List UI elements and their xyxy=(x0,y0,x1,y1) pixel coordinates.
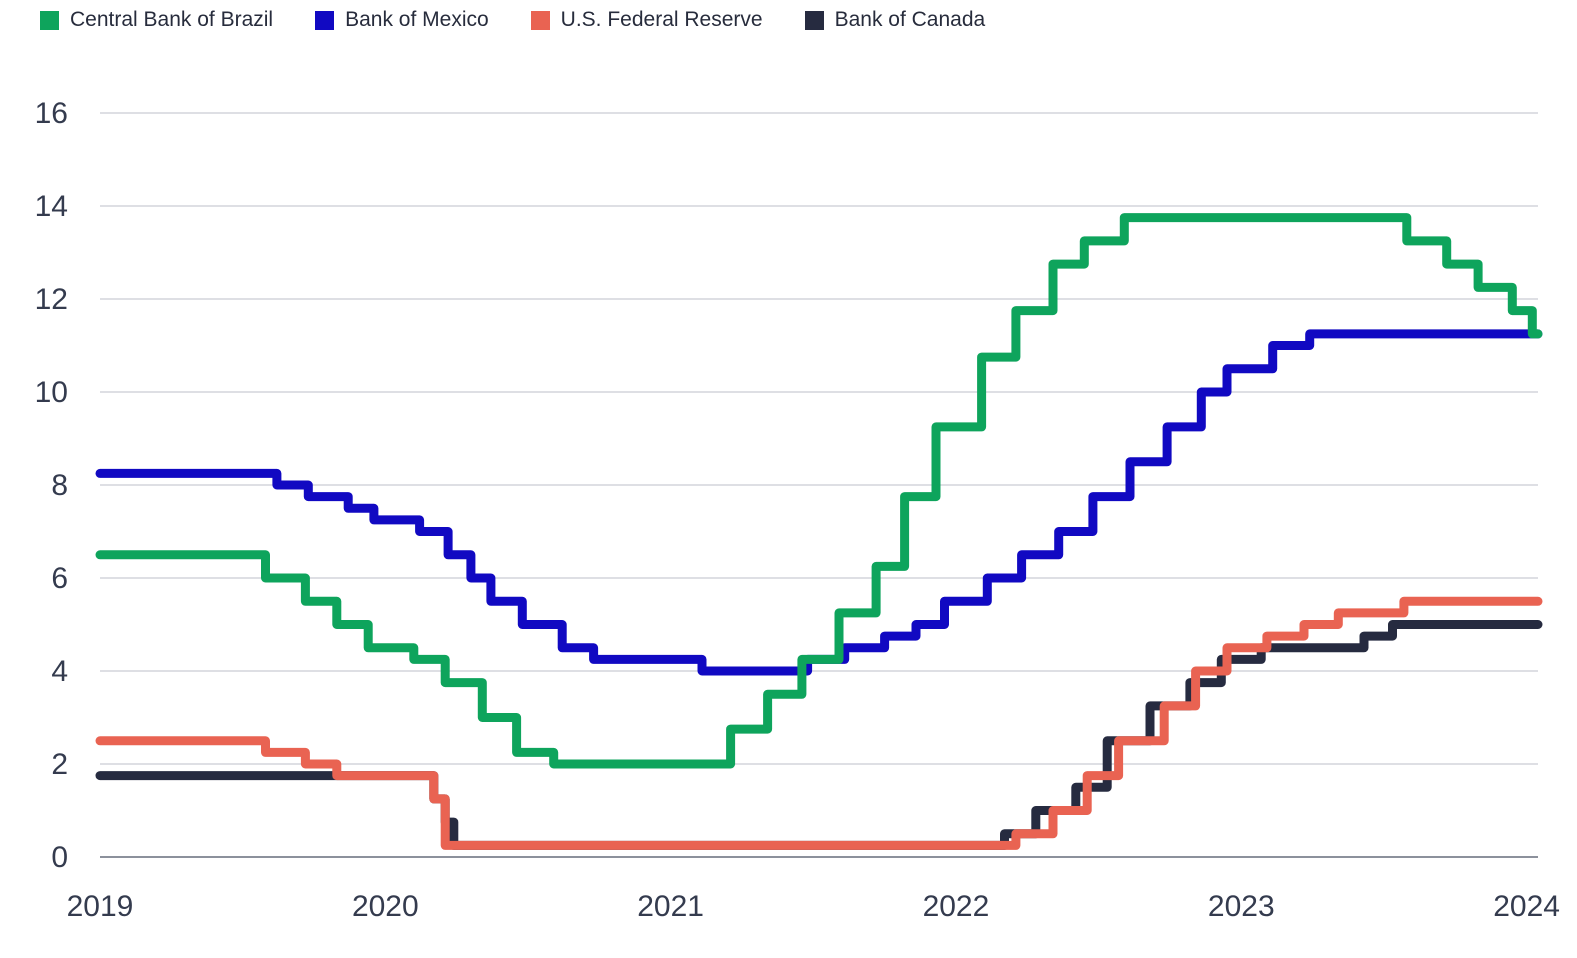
x-axis-tick-2020: 2020 xyxy=(352,890,419,923)
legend-label-fed: U.S. Federal Reserve xyxy=(560,8,763,31)
legend-swatch-canada xyxy=(804,10,824,30)
y-axis-tick-8: 8 xyxy=(51,469,68,502)
y-axis-tick-6: 6 xyxy=(51,562,68,595)
y-axis-tick-4: 4 xyxy=(51,655,68,688)
y-axis-tick-0: 0 xyxy=(51,841,68,874)
legend-swatch-fed xyxy=(530,10,550,30)
legend-label-mexico: Bank of Mexico xyxy=(345,8,489,31)
x-axis-tick-2023: 2023 xyxy=(1208,890,1275,923)
legend-item-brazil: Central Bank of Brazil xyxy=(40,8,273,32)
legend-label-canada: Bank of Canada xyxy=(834,8,986,31)
legend-swatch-brazil xyxy=(40,10,59,30)
legend-swatch-mexico xyxy=(315,10,335,30)
series-line-central-bank-of-brazil xyxy=(95,213,1543,769)
x-axis-tick-2022: 2022 xyxy=(923,890,990,923)
series-line-u-s-federal-reserve xyxy=(95,596,1543,850)
legend-label-brazil: Central Bank of Brazil xyxy=(70,8,274,31)
y-axis-tick-12: 12 xyxy=(35,283,68,316)
x-axis-tick-2024: 2024 xyxy=(1493,890,1560,923)
series-line-bank-of-mexico xyxy=(95,329,1543,676)
y-axis-tick-2: 2 xyxy=(51,748,68,781)
y-axis-tick-16: 16 xyxy=(35,97,68,130)
legend-item-canada: Bank of Canada xyxy=(804,8,986,32)
legend: Central Bank of Brazil Bank of Mexico U.… xyxy=(40,8,985,32)
legend-item-mexico: Bank of Mexico xyxy=(315,8,489,32)
y-axis-tick-10: 10 xyxy=(35,376,68,409)
legend-item-fed: U.S. Federal Reserve xyxy=(530,8,763,32)
y-axis-tick-14: 14 xyxy=(35,190,68,223)
x-axis-tick-2021: 2021 xyxy=(637,890,704,923)
x-axis-tick-2019: 2019 xyxy=(67,890,134,923)
